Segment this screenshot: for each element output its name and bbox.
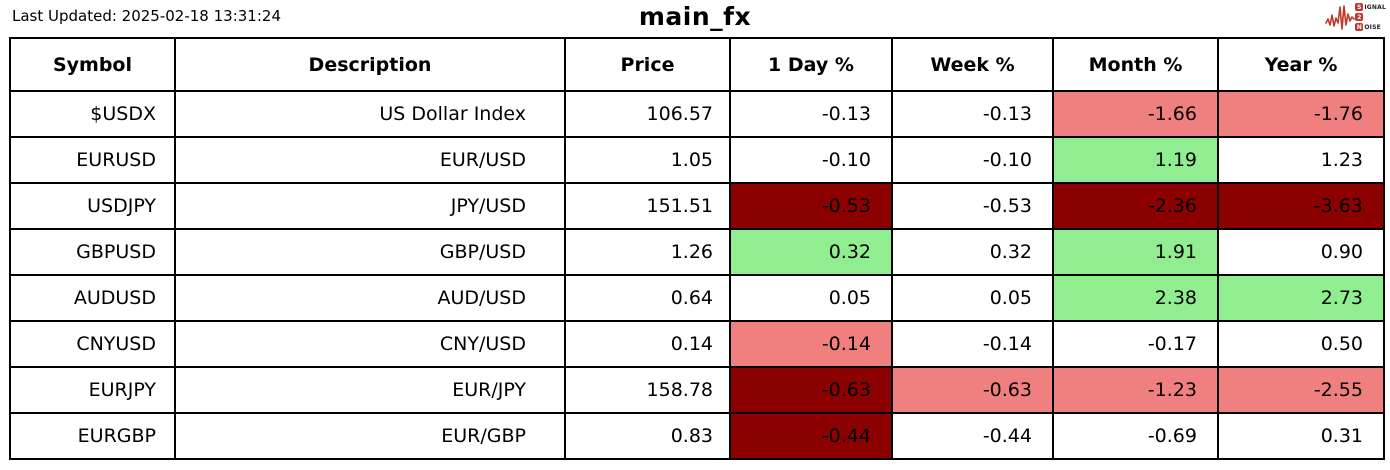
header-row: Symbol Description Price 1 Day % Week % Month… bbox=[9, 37, 1385, 92]
column-header-price: Price bbox=[564, 37, 731, 92]
cell-price: 0.83 bbox=[564, 412, 731, 460]
cell-year: 0.90 bbox=[1217, 228, 1385, 276]
page-title: main_fx bbox=[638, 2, 752, 31]
logo-word-signal: IGNAL bbox=[1364, 3, 1386, 11]
cell-price: 106.57 bbox=[564, 90, 731, 138]
cell-week: 0.05 bbox=[891, 274, 1054, 322]
column-header-1-day: 1 Day % bbox=[729, 37, 893, 92]
logo-text: S IGNAL 2 N OISE bbox=[1355, 3, 1386, 32]
cell-week: -0.63 bbox=[891, 366, 1054, 414]
cell-1-day: -0.10 bbox=[729, 136, 893, 184]
cell-1-day: 0.05 bbox=[729, 274, 893, 322]
table-row: EURUSD EUR/USD 1.05 -0.10 -0.10 1.19 1.23 bbox=[9, 136, 1385, 184]
cell-symbol: EURUSD bbox=[9, 136, 176, 184]
column-header-symbol: Symbol bbox=[9, 37, 176, 92]
cell-description: AUD/USD bbox=[174, 274, 566, 322]
cell-description: GBP/USD bbox=[174, 228, 566, 276]
cell-month: -1.66 bbox=[1052, 90, 1219, 138]
cell-year: 2.73 bbox=[1217, 274, 1385, 322]
column-header-month: Month % bbox=[1052, 37, 1219, 92]
table-row: USDJPY JPY/USD 151.51 -0.53 -0.53 -2.36 -3.63 bbox=[9, 182, 1385, 230]
table-body: $USDX US Dollar Index 106.57 -0.13 -0.13 -1.6… bbox=[9, 90, 1385, 460]
cell-year: -2.55 bbox=[1217, 366, 1385, 414]
cell-month: -0.17 bbox=[1052, 320, 1219, 368]
cell-1-day: -0.53 bbox=[729, 182, 893, 230]
table-row: EURGBP EUR/GBP 0.83 -0.44 -0.44 -0.69 0.31 bbox=[9, 412, 1385, 460]
cell-week: -0.44 bbox=[891, 412, 1054, 460]
cell-1-day: -0.14 bbox=[729, 320, 893, 368]
cell-year: 0.50 bbox=[1217, 320, 1385, 368]
cell-price: 1.05 bbox=[564, 136, 731, 184]
cell-month: 1.19 bbox=[1052, 136, 1219, 184]
cell-price: 1.26 bbox=[564, 228, 731, 276]
cell-1-day: -0.13 bbox=[729, 90, 893, 138]
signal2noise-logo: S IGNAL 2 N OISE bbox=[1325, 1, 1386, 33]
cell-month: 2.38 bbox=[1052, 274, 1219, 322]
cell-week: -0.53 bbox=[891, 182, 1054, 230]
cell-symbol: EURGBP bbox=[9, 412, 176, 460]
cell-year: 1.23 bbox=[1217, 136, 1385, 184]
cell-description: US Dollar Index bbox=[174, 90, 566, 138]
cell-price: 0.64 bbox=[564, 274, 731, 322]
cell-year: 0.31 bbox=[1217, 412, 1385, 460]
cell-week: 0.32 bbox=[891, 228, 1054, 276]
table-row: GBPUSD GBP/USD 1.26 0.32 0.32 1.91 0.90 bbox=[9, 228, 1385, 276]
fx-table: Symbol Description Price 1 Day % Week % Month… bbox=[9, 37, 1385, 460]
cell-description: EUR/GBP bbox=[174, 412, 566, 460]
cell-month: 1.91 bbox=[1052, 228, 1219, 276]
cell-price: 158.78 bbox=[564, 366, 731, 414]
cell-symbol: CNYUSD bbox=[9, 320, 176, 368]
cell-symbol: AUDUSD bbox=[9, 274, 176, 322]
cell-symbol: $USDX bbox=[9, 90, 176, 138]
logo-letter-s: S bbox=[1355, 3, 1364, 11]
logo-letter-n: N bbox=[1355, 23, 1364, 31]
last-updated-text: Last Updated: 2025-02-18 13:31:24 bbox=[12, 7, 281, 25]
cell-symbol: EURJPY bbox=[9, 366, 176, 414]
cell-year: -1.76 bbox=[1217, 90, 1385, 138]
column-header-year: Year % bbox=[1217, 37, 1385, 92]
cell-symbol: GBPUSD bbox=[9, 228, 176, 276]
cell-1-day: -0.44 bbox=[729, 412, 893, 460]
cell-description: EUR/USD bbox=[174, 136, 566, 184]
logo-word-noise: OISE bbox=[1364, 23, 1381, 31]
column-header-description: Description bbox=[174, 37, 566, 92]
cell-description: CNY/USD bbox=[174, 320, 566, 368]
cell-description: EUR/JPY bbox=[174, 366, 566, 414]
cell-year: -3.63 bbox=[1217, 182, 1385, 230]
cell-month: -1.23 bbox=[1052, 366, 1219, 414]
cell-1-day: -0.63 bbox=[729, 366, 893, 414]
cell-price: 151.51 bbox=[564, 182, 731, 230]
cell-week: -0.10 bbox=[891, 136, 1054, 184]
cell-month: -0.69 bbox=[1052, 412, 1219, 460]
cell-week: -0.14 bbox=[891, 320, 1054, 368]
cell-symbol: USDJPY bbox=[9, 182, 176, 230]
cell-1-day: 0.32 bbox=[729, 228, 893, 276]
cell-price: 0.14 bbox=[564, 320, 731, 368]
table-row: AUDUSD AUD/USD 0.64 0.05 0.05 2.38 2.73 bbox=[9, 274, 1385, 322]
cell-month: -2.36 bbox=[1052, 182, 1219, 230]
logo-letter-2: 2 bbox=[1355, 13, 1364, 21]
table-row: $USDX US Dollar Index 106.57 -0.13 -0.13 -1.6… bbox=[9, 90, 1385, 138]
table-row: CNYUSD CNY/USD 0.14 -0.14 -0.14 -0.17 0.50 bbox=[9, 320, 1385, 368]
waveform-icon bbox=[1325, 5, 1356, 30]
table-row: EURJPY EUR/JPY 158.78 -0.63 -0.63 -1.23 -2.55 bbox=[9, 366, 1385, 414]
cell-description: JPY/USD bbox=[174, 182, 566, 230]
cell-week: -0.13 bbox=[891, 90, 1054, 138]
column-header-week: Week % bbox=[891, 37, 1054, 92]
